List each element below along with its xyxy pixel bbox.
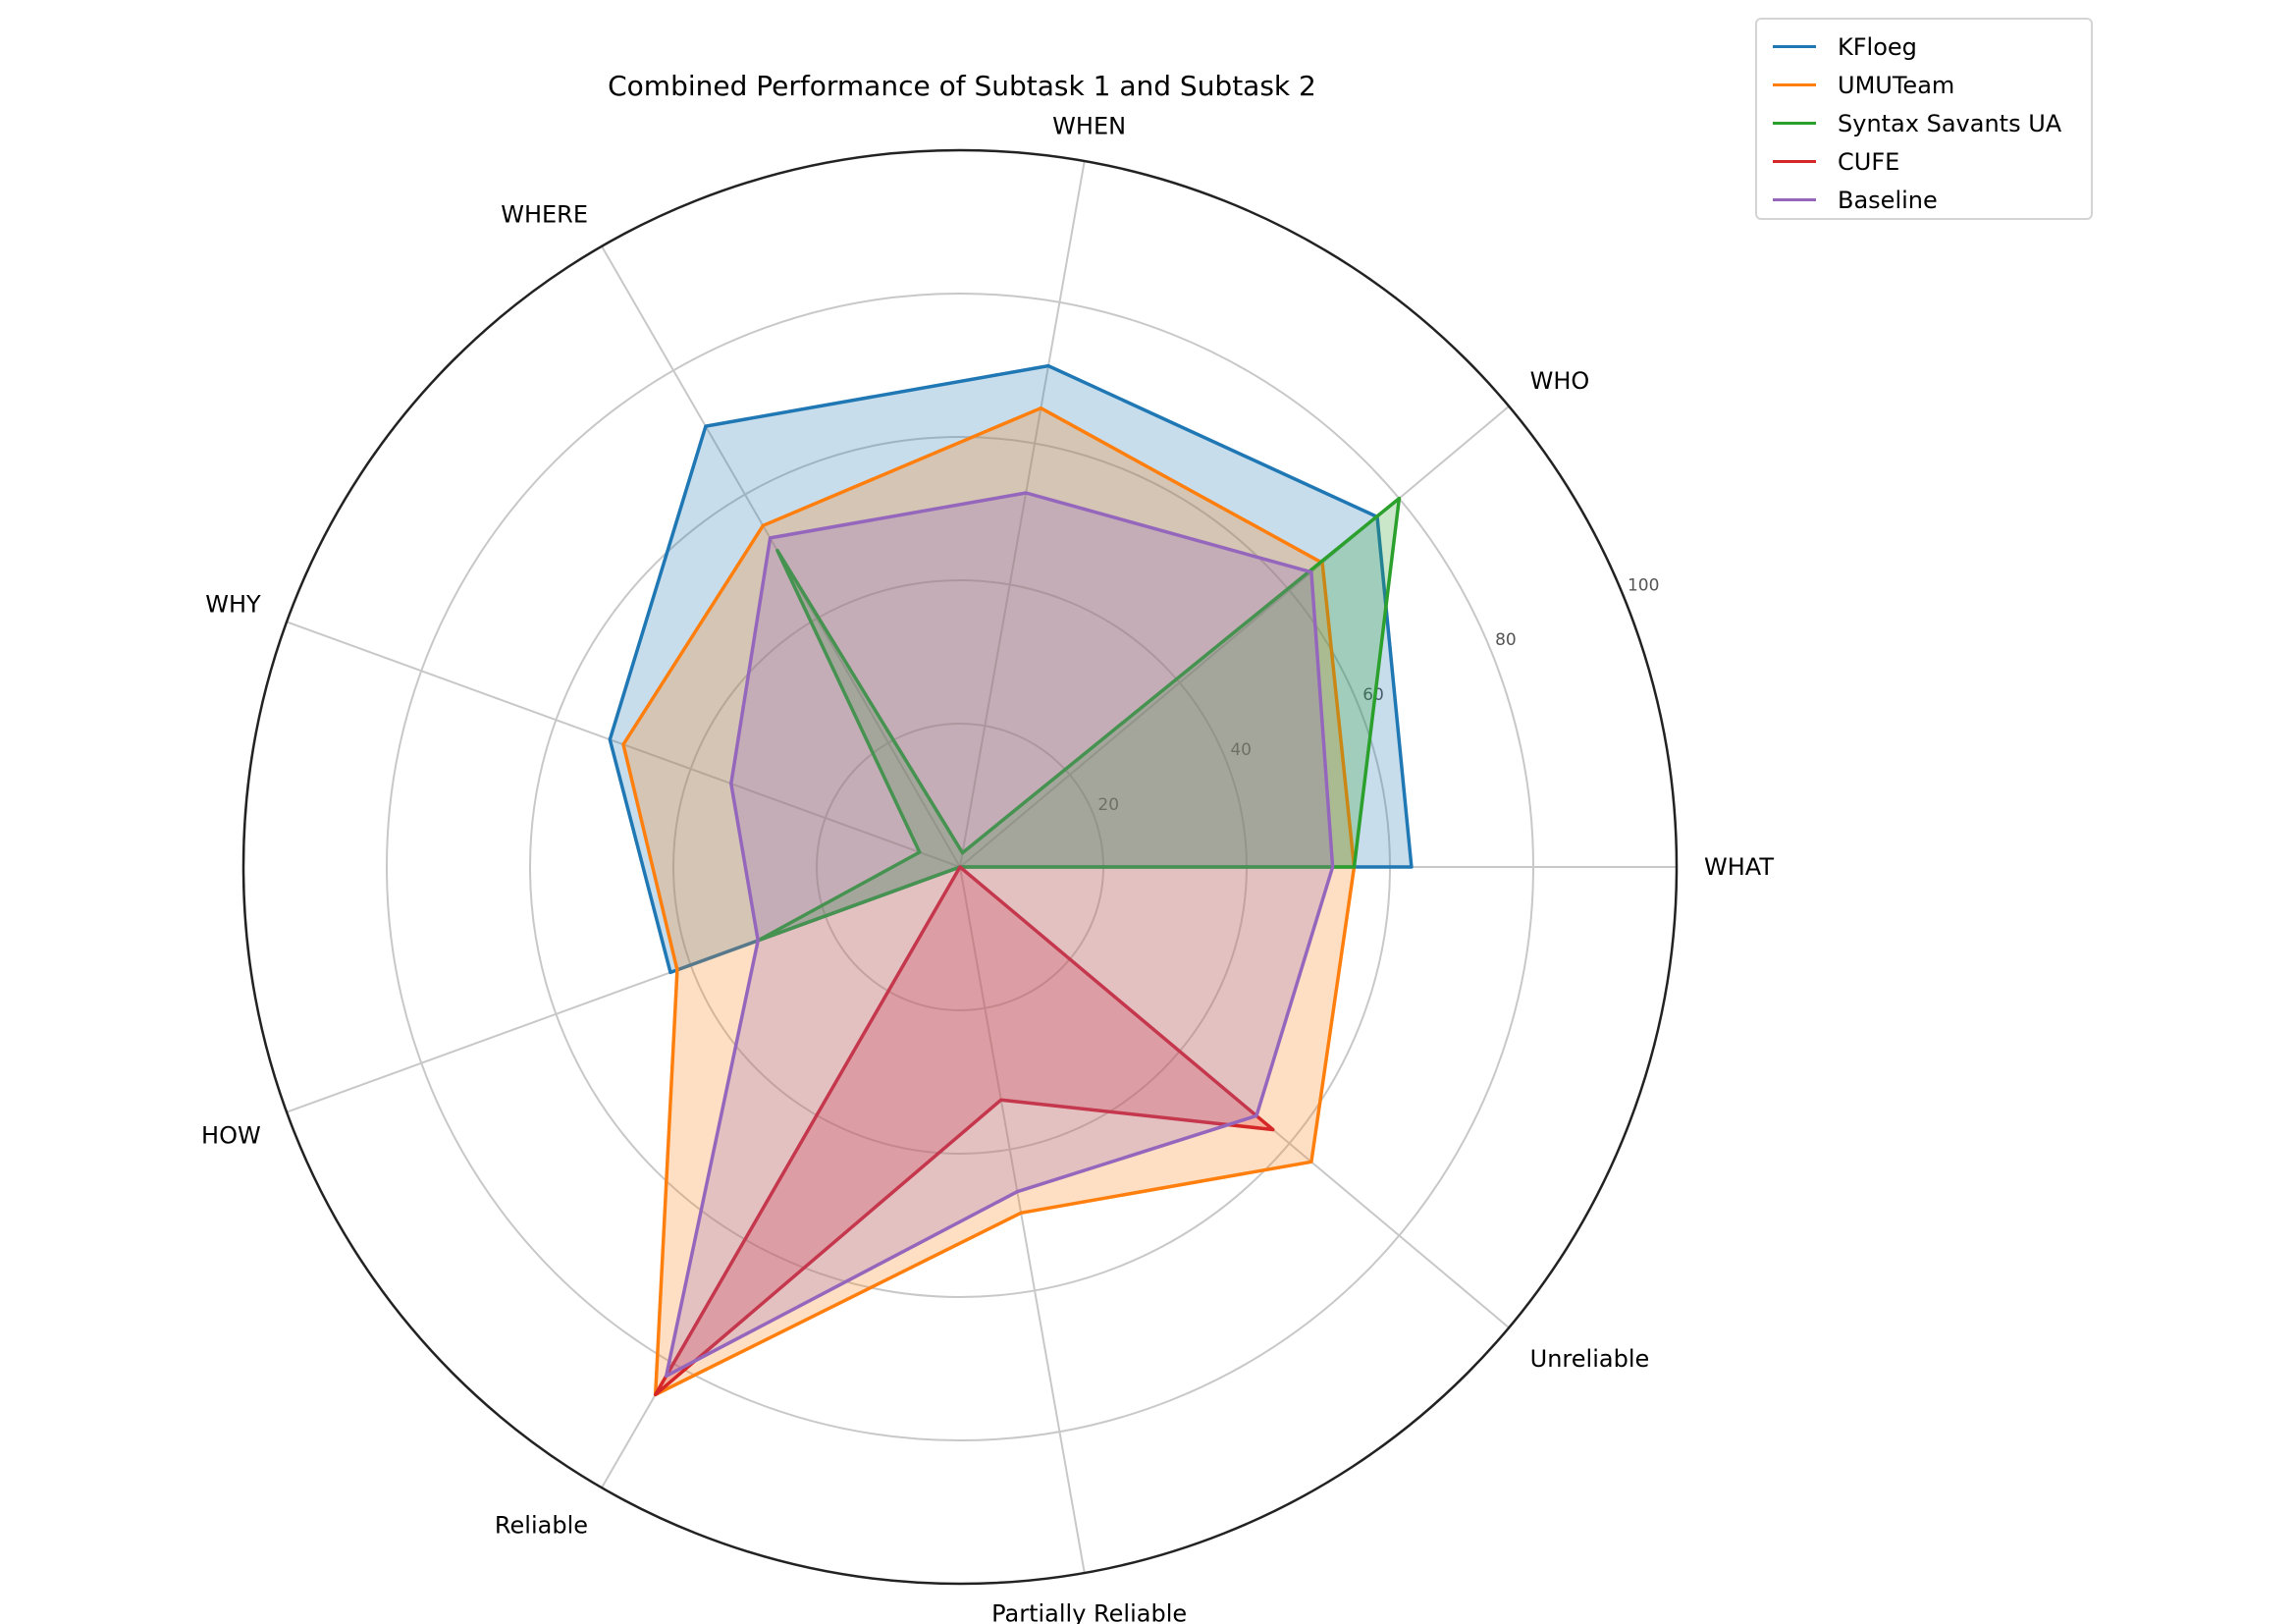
r-tick-label: 80 (1495, 630, 1517, 650)
legend-swatch (1773, 45, 1816, 48)
legend-label: Syntax Savants UA (1838, 109, 2062, 137)
spoke-line (959, 160, 1086, 868)
legend-label: Baseline (1838, 186, 1938, 214)
outer-frame (241, 148, 1679, 1586)
axis-label-when: WHEN (1052, 113, 1126, 140)
axis-label-how: HOW (201, 1121, 261, 1149)
series-line (621, 406, 1357, 1397)
axis-label-partially-reliable: Partially Reliable (991, 1599, 1187, 1624)
legend-label: UMUTeam (1838, 71, 1955, 99)
radar-axis-labels: WHAT WHO WHEN WHERE WHY HOW Reliable Partially … (201, 113, 1774, 1624)
legend-item: KFloeg (1757, 27, 2091, 66)
chart-title: Combined Performance of Subtask 1 and Su… (608, 70, 1316, 102)
series-area (758, 498, 1400, 941)
axis-label-who: WHO (1530, 367, 1590, 395)
series-cufe (653, 865, 1275, 1397)
r-tick-label: 60 (1362, 685, 1384, 705)
legend-swatch (1773, 160, 1816, 163)
radar-series (608, 363, 1414, 1397)
legend-item: CUFE (1757, 142, 2091, 181)
axis-label-what: WHAT (1704, 853, 1774, 881)
series-area (610, 365, 1412, 973)
series-area (623, 407, 1355, 1395)
spoke-line (959, 866, 1086, 1574)
series-area (666, 493, 1333, 1377)
axis-label-unreliable: Unreliable (1530, 1345, 1650, 1373)
spoke-line (959, 405, 1510, 868)
legend-label: CUFE (1838, 147, 1900, 176)
r-tick-label: 20 (1097, 795, 1119, 815)
series-baseline (664, 491, 1335, 1379)
axis-label-where: WHERE (501, 201, 588, 229)
axis-label-why: WHY (205, 591, 261, 619)
legend-swatch (1773, 122, 1816, 125)
legend-swatch (1773, 198, 1816, 201)
r-tick-label: 100 (1628, 575, 1659, 595)
series-line (664, 491, 1335, 1379)
legend-item: Syntax Savants UA (1757, 104, 2091, 142)
legend-swatch (1773, 83, 1816, 86)
series-line (756, 496, 1402, 943)
r-tick-label: 40 (1230, 740, 1252, 760)
series-umuteam (621, 406, 1357, 1397)
legend-item: UMUTeam (1757, 66, 2091, 104)
legend-item: Baseline (1757, 181, 2091, 219)
series-line (653, 865, 1275, 1397)
legend-label: KFloeg (1838, 32, 1917, 61)
series-syntax-savants-ua (756, 496, 1402, 943)
legend: KFloeg UMUTeam Syntax Savants UA CUFE Baseli… (1755, 18, 2093, 220)
axis-label-reliable: Reliable (495, 1511, 588, 1539)
